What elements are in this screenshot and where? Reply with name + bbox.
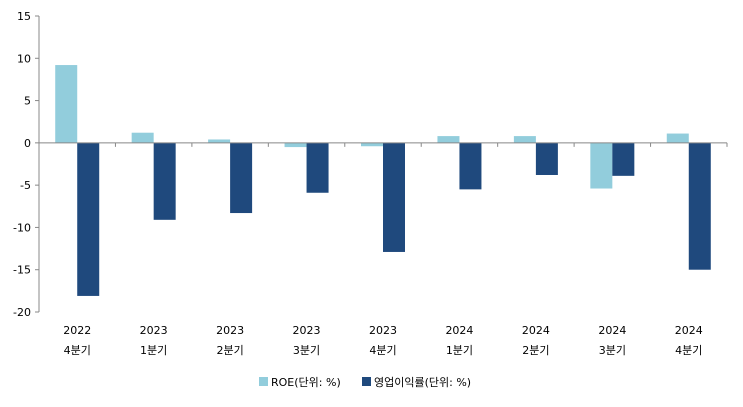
x-category-year: 2024 xyxy=(445,324,473,337)
x-category-quarter: 4분기 xyxy=(369,344,396,357)
x-category-quarter: 3분기 xyxy=(293,344,320,357)
x-category-year: 2023 xyxy=(369,324,397,337)
y-tick-label: 15 xyxy=(17,10,31,23)
bar-roe xyxy=(590,142,613,189)
bar-roe xyxy=(437,136,460,143)
x-category-quarter: 4분기 xyxy=(675,344,702,357)
x-category-quarter: 3분기 xyxy=(599,344,626,357)
bar-operating-margin xyxy=(535,142,558,175)
y-tick-label: -5 xyxy=(20,179,31,192)
bar-operating-margin xyxy=(383,142,405,252)
x-category-year: 2023 xyxy=(140,324,168,337)
y-tick-label: 5 xyxy=(24,95,31,108)
x-category-year: 2024 xyxy=(675,324,703,337)
bar-roe xyxy=(284,142,307,148)
bar-operating-margin xyxy=(688,142,711,270)
bar-operating-margin xyxy=(153,142,176,220)
legend-item-operating-margin-label: 영업이익률(단위: %) xyxy=(374,376,471,389)
bar-roe xyxy=(666,133,689,143)
legend-item-operating-margin-swatch xyxy=(362,377,371,386)
bar-operating-margin xyxy=(230,142,253,214)
y-tick-label: 10 xyxy=(17,52,31,65)
bar-operating-margin xyxy=(459,142,482,190)
bar-operating-margin xyxy=(612,142,635,176)
x-category-quarter: 1분기 xyxy=(446,344,473,357)
x-category-year: 2024 xyxy=(522,324,550,337)
x-category-year: 2024 xyxy=(598,324,626,337)
x-category-year: 2022 xyxy=(63,324,91,337)
x-category-year: 2023 xyxy=(293,324,321,337)
x-category-quarter: 2분기 xyxy=(522,344,549,357)
x-category-quarter: 2분기 xyxy=(216,344,243,357)
x-category-quarter: 1분기 xyxy=(140,344,167,357)
y-tick-label: -15 xyxy=(13,264,31,277)
bar-roe xyxy=(131,132,154,143)
bar-roe xyxy=(55,65,78,143)
bar-roe xyxy=(513,136,536,143)
y-tick-label: -20 xyxy=(13,306,31,319)
bar-roe xyxy=(361,142,383,147)
legend-item-roe-label: ROE(단위: %) xyxy=(271,376,341,389)
x-category-quarter: 4분기 xyxy=(64,344,91,357)
x-category-year: 2023 xyxy=(216,324,244,337)
legend-item-roe-swatch xyxy=(259,377,268,386)
y-tick-label: -10 xyxy=(13,221,31,234)
bar-operating-margin xyxy=(306,142,329,193)
y-tick-label: 0 xyxy=(24,137,31,150)
bar-roe xyxy=(208,139,231,143)
bar-operating-margin xyxy=(77,142,100,296)
